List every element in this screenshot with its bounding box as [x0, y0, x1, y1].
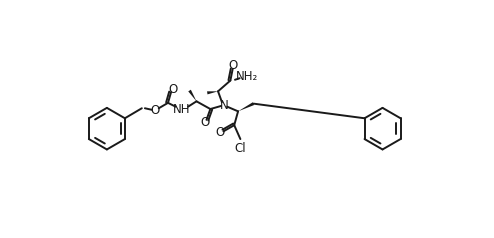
Text: NH₂: NH₂ [236, 70, 258, 83]
Polygon shape [238, 102, 254, 111]
Text: O: O [229, 60, 238, 72]
Text: O: O [150, 104, 160, 117]
Polygon shape [207, 91, 218, 94]
Text: N: N [220, 99, 229, 112]
Text: Cl: Cl [235, 142, 246, 155]
Text: O: O [169, 83, 178, 95]
Text: NH: NH [173, 103, 191, 115]
Polygon shape [188, 90, 197, 101]
Text: O: O [215, 126, 224, 139]
Text: O: O [201, 116, 209, 129]
